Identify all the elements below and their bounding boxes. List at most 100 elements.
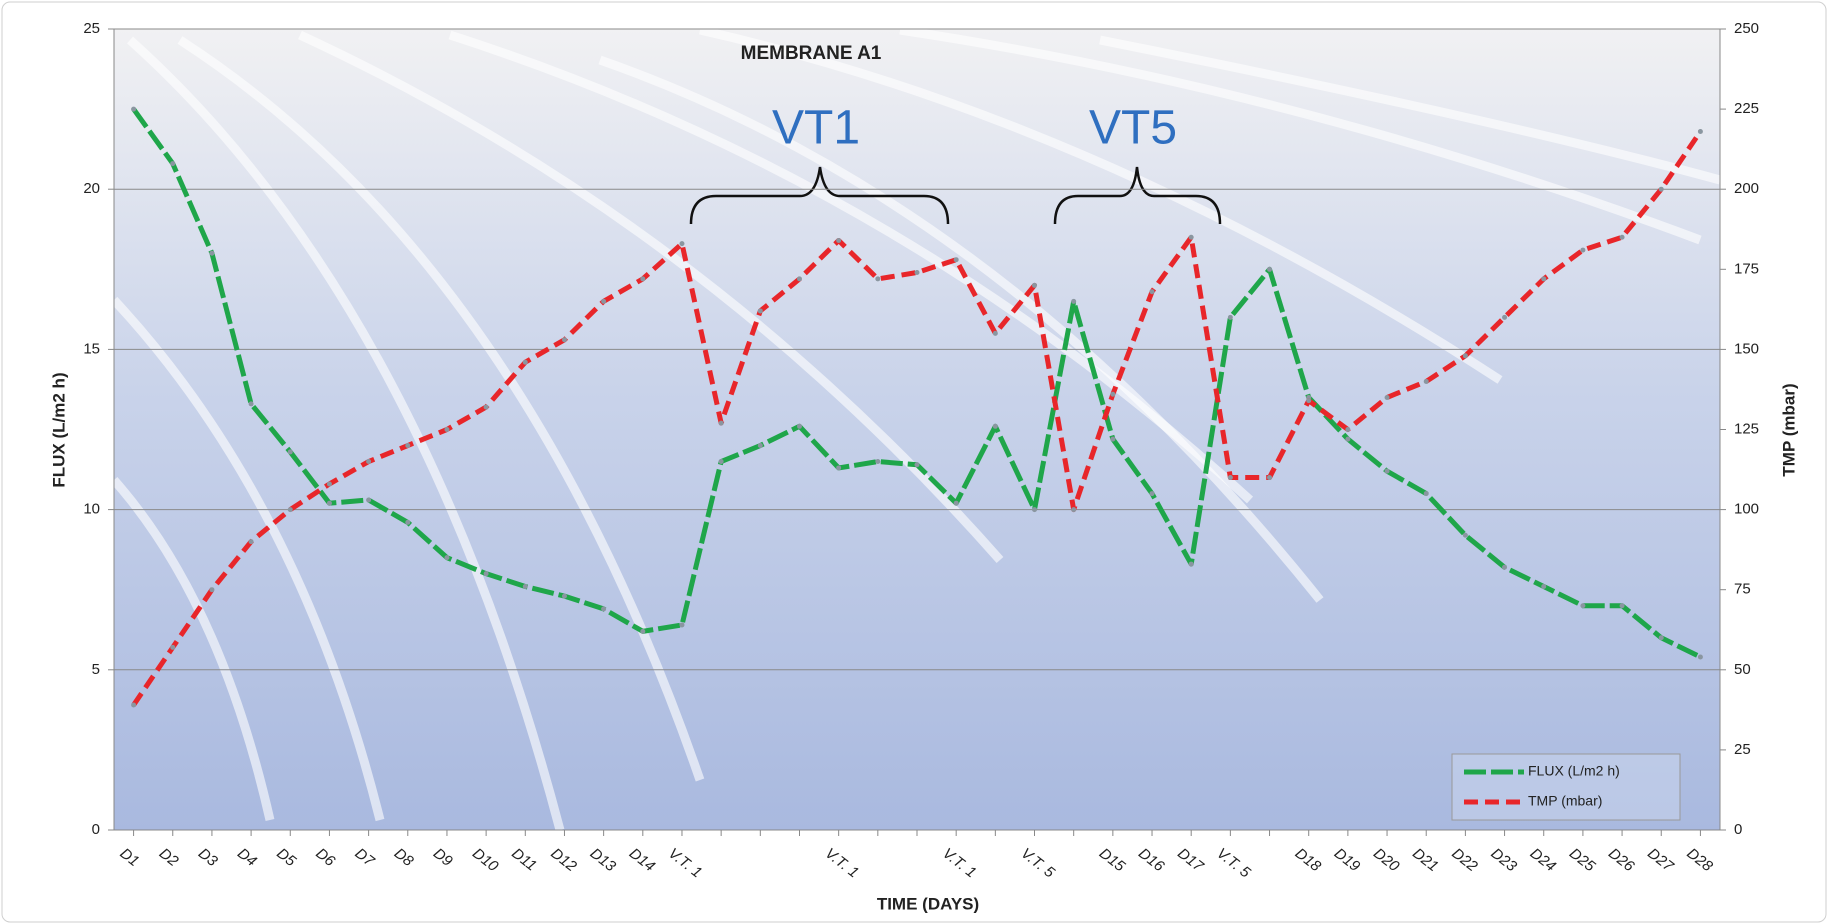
data-point (1345, 437, 1350, 442)
data-point (1071, 299, 1076, 304)
data-point (444, 427, 449, 432)
y2-tick-label: 100 (1734, 501, 1759, 518)
y2-tick-label: 50 (1734, 661, 1751, 678)
y-tick-label: 10 (83, 501, 100, 518)
data-point (1189, 562, 1194, 567)
data-point (1502, 565, 1507, 570)
data-point (993, 424, 998, 429)
data-point (1698, 654, 1703, 659)
data-point (1110, 437, 1115, 442)
data-point (1659, 187, 1664, 192)
data-point (1698, 129, 1703, 134)
y2-tick-label: 225 (1734, 100, 1759, 117)
data-point (1463, 533, 1468, 538)
data-point (1463, 353, 1468, 358)
data-point (1032, 507, 1037, 512)
data-point (327, 481, 332, 486)
data-point (640, 276, 645, 281)
data-point (1345, 427, 1350, 432)
data-point (131, 107, 136, 112)
y2-tick-label: 250 (1734, 20, 1759, 37)
data-point (249, 539, 254, 544)
y-axis-title: FLUX (L/m2 h) (49, 372, 68, 487)
data-point (1659, 635, 1664, 640)
data-point (484, 405, 489, 410)
data-point (601, 299, 606, 304)
y2-axis-title: TMP (mbar) (1779, 383, 1798, 476)
data-point (1267, 475, 1272, 480)
y2-tick-label: 150 (1734, 340, 1759, 357)
data-point (679, 241, 684, 246)
data-point (209, 587, 214, 592)
data-point (523, 584, 528, 589)
chart: MEMBRANE A1 TIME (DAYS) FLUX (L/m2 h) TM… (0, 0, 1828, 924)
data-point (1267, 267, 1272, 272)
y2-tick-label: 175 (1734, 260, 1759, 277)
data-point (1620, 235, 1625, 240)
legend-label: FLUX (L/m2 h) (1528, 763, 1620, 779)
data-point (758, 308, 763, 313)
data-point (836, 465, 841, 470)
legend-label: TMP (mbar) (1528, 793, 1602, 809)
data-point (954, 257, 959, 262)
y2-tick-label: 25 (1734, 741, 1751, 758)
data-point (719, 421, 724, 426)
data-point (915, 270, 920, 275)
data-point (1032, 283, 1037, 288)
data-point (1580, 248, 1585, 253)
data-point (797, 424, 802, 429)
data-point (601, 606, 606, 611)
data-point (875, 459, 880, 464)
data-point (679, 622, 684, 627)
data-point (1502, 315, 1507, 320)
annotation: VT5 (1089, 102, 1177, 155)
y2-tick-label: 0 (1734, 821, 1742, 838)
y2-tick-label: 75 (1734, 581, 1751, 598)
data-point (797, 276, 802, 281)
data-point (1580, 603, 1585, 608)
data-point (366, 459, 371, 464)
y-tick-label: 15 (83, 340, 100, 357)
data-point (1189, 235, 1194, 240)
data-point (562, 594, 567, 599)
data-point (444, 555, 449, 560)
data-point (562, 337, 567, 342)
data-point (484, 571, 489, 576)
data-point (1306, 398, 1311, 403)
chart-title: MEMBRANE A1 (741, 43, 882, 64)
data-point (993, 331, 998, 336)
data-point (1150, 289, 1155, 294)
data-point (954, 501, 959, 506)
data-point (1424, 491, 1429, 496)
data-point (1620, 603, 1625, 608)
y2-tick-label: 125 (1734, 420, 1759, 437)
data-point (836, 238, 841, 243)
data-point (170, 645, 175, 650)
y-tick-label: 20 (83, 180, 100, 197)
y2-tick-label: 200 (1734, 180, 1759, 197)
annotation: VT1 (772, 102, 860, 155)
data-point (1541, 584, 1546, 589)
y-tick-label: 0 (92, 821, 100, 838)
data-point (249, 401, 254, 406)
data-point (1071, 507, 1076, 512)
data-point (288, 507, 293, 512)
data-point (1228, 315, 1233, 320)
data-point (640, 629, 645, 634)
data-point (915, 462, 920, 467)
data-point (405, 520, 410, 525)
y-tick-label: 25 (83, 20, 100, 37)
data-point (405, 443, 410, 448)
data-point (288, 449, 293, 454)
data-point (1541, 276, 1546, 281)
x-axis-title: TIME (DAYS) (877, 894, 979, 913)
data-point (131, 703, 136, 708)
plot-background (114, 29, 1720, 830)
data-point (1385, 395, 1390, 400)
data-point (719, 459, 724, 464)
data-point (875, 276, 880, 281)
data-point (327, 501, 332, 506)
data-point (1424, 379, 1429, 384)
data-point (1228, 475, 1233, 480)
data-point (170, 161, 175, 166)
